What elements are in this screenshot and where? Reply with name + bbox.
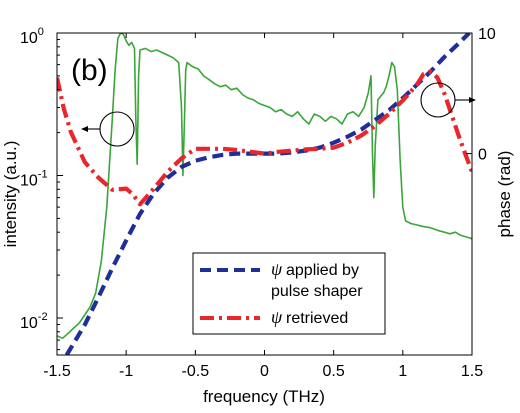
y-left-tick-label: 100 xyxy=(20,26,44,47)
y-right-tick-label: 10 xyxy=(478,26,496,43)
legend-box xyxy=(192,252,386,335)
panel-label: (b) xyxy=(71,54,108,87)
left-axis-indicator xyxy=(81,111,135,147)
legend-label-retrieved: retrieved xyxy=(286,310,348,327)
y-axis-label-left: intensity (a.u.) xyxy=(1,141,20,248)
x-tick-label: 0.5 xyxy=(323,363,345,380)
x-tick-label: 0 xyxy=(260,363,269,380)
y-right-tick-label: 0 xyxy=(478,147,487,164)
y-axis-label-right: phase (rad) xyxy=(495,151,514,238)
x-tick-label: -0.5 xyxy=(182,363,210,380)
plot-frame xyxy=(56,32,473,356)
y-left-tick-label: 10-1 xyxy=(20,169,48,190)
x-tick-label: -1.5 xyxy=(43,363,71,380)
legend-symbol-retrieved: ψ xyxy=(271,307,283,327)
x-tick-label: 1.5 xyxy=(461,363,483,380)
legend-label-applied-line1: applied by xyxy=(286,262,359,279)
legend-label-applied-line2: pulse shaper xyxy=(271,283,363,300)
x-tick-label: 1 xyxy=(398,363,407,380)
legend-symbol-applied: ψ xyxy=(271,259,283,279)
x-axis-label: frequency (THz) xyxy=(203,387,325,406)
y-left-tick-label: 10-2 xyxy=(20,311,48,332)
legend: ψ applied by pulse shaper ψ retrieved xyxy=(192,252,386,335)
series-line-2 xyxy=(57,33,472,340)
series-line-1 xyxy=(57,69,472,207)
x-tick-label: -1 xyxy=(119,363,133,380)
